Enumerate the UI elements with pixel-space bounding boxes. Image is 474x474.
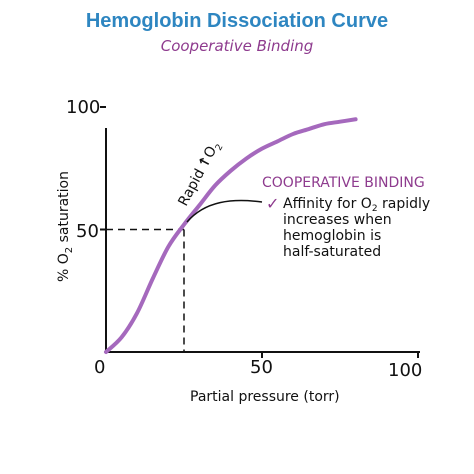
annotation-line-1-prefix: Affinity for O [283,196,372,212]
annotation-line-1-sub: 2 [372,204,378,214]
annotation-heading: COOPERATIVE BINDING [262,175,425,191]
x-tick-label-100: 100 [388,360,422,381]
x-axis-label: Partial pressure (torr) [190,389,340,405]
y-axis-label-suffix: saturation [56,171,72,247]
annotation-line-4: half-saturated [283,244,381,260]
x-tick-label-0: 0 [94,357,105,378]
annotation-line-1-suffix: rapidly [378,196,431,212]
rapid-o-sub: 2 [214,143,226,153]
chart-subtitle: Cooperative Binding [160,37,314,55]
chart-title: Hemoglobin Dissociation Curve [85,10,389,32]
y-axis-label-sub: 2 [64,247,75,253]
x-tick-label-50: 50 [250,357,273,378]
rapid-o2-label: Rapid↑O2 [175,139,225,211]
annotation-line-3: hemoglobin is [283,228,381,244]
y-tick-label-50: 50 [76,221,99,242]
y-tick-label-100: 100 [66,97,100,118]
y-axis-label-prefix: % O [56,253,72,282]
annotation-line-2: increases when [283,212,392,228]
tick-marks [100,106,419,358]
dissociation-curve [104,117,358,354]
annotation-line-1: Affinity for O2 rapidly [283,196,430,214]
annotation-connector [186,199,263,223]
check-icon: ✓ [266,194,279,213]
y-axis-label: % O2 saturation [56,171,75,282]
